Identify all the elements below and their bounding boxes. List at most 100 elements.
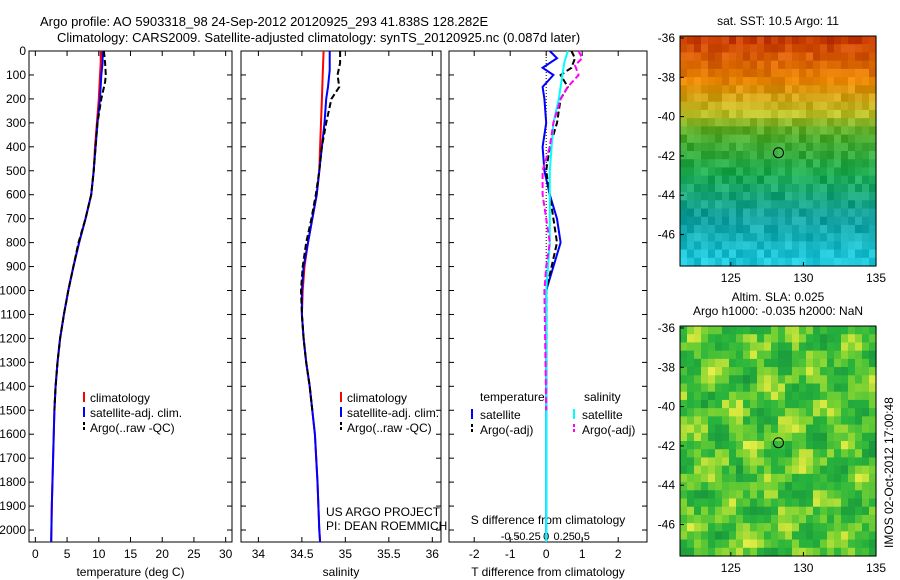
- sla-map-cell: [869, 432, 877, 442]
- sla-map-cell: [862, 523, 870, 532]
- sla-map-cell: [694, 375, 702, 385]
- sst-map-cell: [869, 60, 877, 70]
- sst-map-cell: [715, 208, 723, 218]
- sst-map-cell: [806, 134, 814, 144]
- sst-map-cell: [736, 216, 744, 226]
- sst-map-cell: [694, 44, 702, 54]
- sla-map-cell: [694, 457, 702, 467]
- sst-map-cell: [827, 68, 835, 78]
- sst-map-cell: [862, 200, 870, 210]
- difference-plot-frame: [448, 50, 648, 543]
- sst-map-cell: [736, 93, 744, 103]
- sst-map-cell: [799, 249, 807, 259]
- sst-map-cell: [841, 183, 849, 193]
- sst-map-cell: [715, 85, 723, 95]
- sst-map-cell: [862, 85, 870, 95]
- depth-tick-label: 1900: [0, 499, 26, 513]
- sla-map-cell: [792, 498, 800, 508]
- sst-map-cell: [708, 77, 716, 86]
- difference-xtick-label: -1: [505, 547, 516, 561]
- sla-map-cell: [708, 367, 716, 376]
- sst-map-cell: [806, 44, 814, 54]
- sla-map-cell: [778, 399, 786, 409]
- sla-map-cell: [764, 367, 772, 376]
- sst-map-cell: [708, 126, 716, 136]
- sla-map-cell: [841, 457, 849, 467]
- sla-map-cell: [862, 457, 870, 467]
- sst-map-cell: [736, 233, 744, 242]
- difference-series-line: [540, 50, 562, 542]
- sst-map-cell: [701, 60, 709, 70]
- sla-map-cell: [687, 326, 695, 335]
- difference-xtick-top-label: -0.25: [516, 531, 541, 543]
- sla-map-cell: [771, 358, 779, 368]
- sst-map-cell: [708, 216, 716, 226]
- sst-map-cell: [792, 183, 800, 193]
- sla-map-cell: [869, 498, 877, 508]
- sst-map-cell: [729, 151, 737, 160]
- sla-map-cell: [792, 465, 800, 475]
- sst-map-cell: [778, 85, 786, 95]
- sst-map-cell: [820, 241, 828, 251]
- sla-map-cell: [813, 547, 821, 557]
- sst-map-cell: [813, 224, 821, 234]
- sla-map-cell: [736, 473, 744, 483]
- sst-map-cell: [792, 167, 800, 177]
- sst-map-cell: [778, 68, 786, 78]
- sla-map-cell: [827, 399, 835, 409]
- sla-map-cell: [848, 375, 856, 385]
- sla-map-cell: [799, 383, 807, 393]
- sst-map-cell: [799, 233, 807, 242]
- sla-map-cell: [680, 473, 688, 483]
- sst-map-cell: [792, 109, 800, 119]
- sst-map-cell: [708, 134, 716, 144]
- depth-tick-label: 800: [6, 236, 26, 250]
- sla-map-cell: [841, 539, 849, 549]
- sla-map-cell: [715, 473, 723, 483]
- sst-map-cell: [785, 60, 793, 70]
- sst-map-cell: [771, 60, 779, 70]
- sla-map-cell: [806, 523, 814, 532]
- sla-map-cell: [687, 441, 695, 450]
- sst-map-cell: [792, 142, 800, 152]
- sla-map-cell: [827, 383, 835, 393]
- sst-map-cell: [841, 68, 849, 78]
- sla-map-cell: [771, 416, 779, 426]
- sst-map-cell: [778, 109, 786, 119]
- sst-map-cell: [855, 151, 863, 160]
- sla-map-cell: [722, 334, 730, 344]
- sst-map-cell: [757, 167, 765, 177]
- sla-map-cell: [827, 465, 835, 475]
- sst-map-cell: [792, 216, 800, 226]
- sla-map-cell: [820, 523, 828, 532]
- sla-map-cell: [820, 408, 828, 417]
- sst-map-cell: [708, 257, 716, 267]
- sla-map-cell: [757, 375, 765, 385]
- sla-map-cell: [799, 506, 807, 516]
- sla-map-cell: [855, 350, 863, 360]
- sla-map-cell: [820, 391, 828, 401]
- sla-map-cell: [708, 358, 716, 368]
- sla-map-cell: [715, 416, 723, 426]
- sst-map-cell: [792, 93, 800, 103]
- sst-map-cell: [841, 224, 849, 234]
- sla-map-cell: [708, 449, 716, 459]
- sla-map-cell: [778, 490, 786, 500]
- sla-map-cell: [806, 358, 814, 368]
- sst-map-cell: [820, 233, 828, 242]
- sla-map-cell: [736, 465, 744, 475]
- sla-map-cell: [715, 465, 723, 475]
- sla-map-cell: [813, 391, 821, 401]
- sst-map-cell: [813, 216, 821, 226]
- sst-map-cell: [799, 52, 807, 62]
- sla-map-cell: [757, 457, 765, 467]
- sst-map-cell: [722, 126, 730, 136]
- sla-map-cell: [680, 506, 688, 516]
- sla-map-cell: [848, 523, 856, 532]
- sst-map-cell: [855, 52, 863, 62]
- sst-map-cell: [771, 159, 779, 169]
- temperature-xtick-label: 20: [156, 547, 170, 561]
- sst-map-cell: [813, 77, 821, 86]
- sst-map-cell: [834, 216, 842, 226]
- sst-map-cell: [841, 208, 849, 218]
